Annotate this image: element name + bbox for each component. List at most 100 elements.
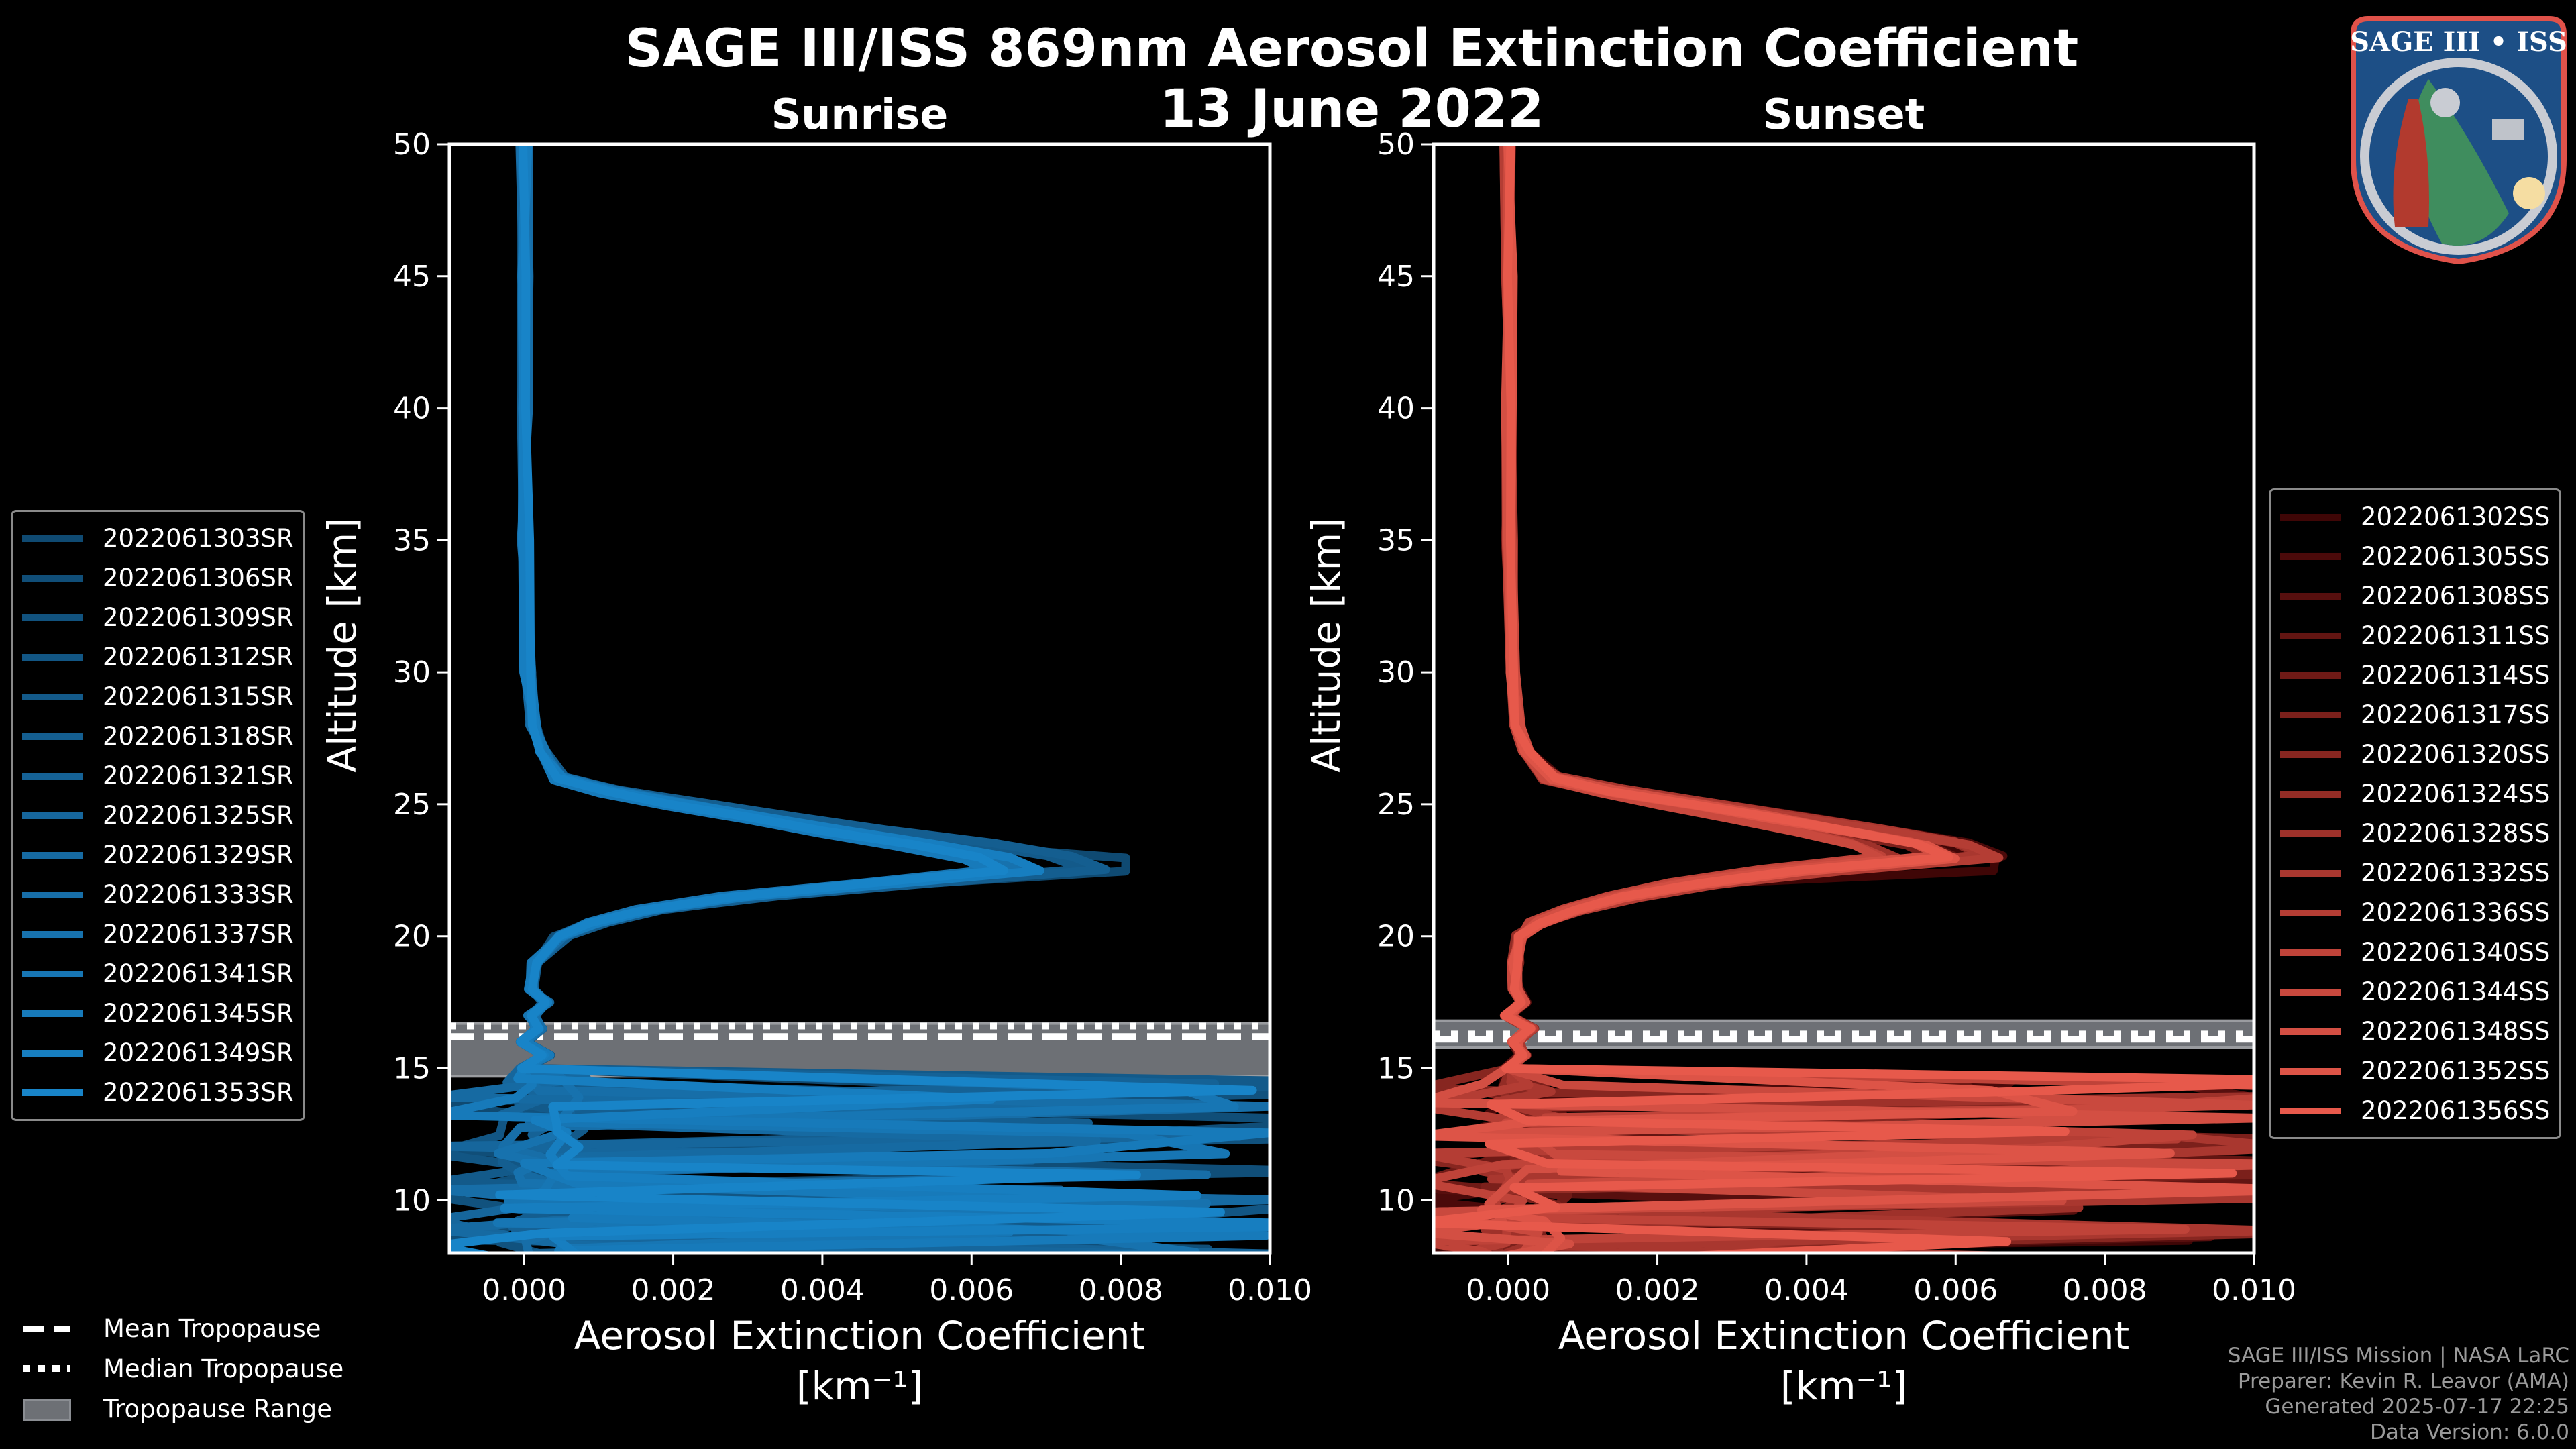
legend-label: 2022061349SR [103,1038,294,1067]
y-tick-label: 45 [1377,260,1415,294]
x-tick-label: 0.010 [2212,1273,2296,1307]
legend-item: 2022061337SR [22,914,294,954]
y-tick-label: 35 [1377,523,1415,557]
legend-item: 2022061324SS [2280,774,2550,814]
legend-line-swatch [2280,988,2341,996]
legend-label: 2022061329SR [103,841,294,869]
legend-line-swatch [22,1010,83,1017]
legend-item-tropopause-range: Tropopause Range [23,1389,343,1429]
x-tick-label: 0.002 [1615,1273,1700,1307]
sunrise-legend: 2022061303SR 2022061306SR 2022061309SR 2022… [11,510,305,1121]
sunset-data-area [1434,144,2254,1253]
legend-label: 2022061309SR [103,603,294,632]
legend-label: 2022061306SR [103,564,294,592]
legend-item: 2022061328SS [2280,814,2550,853]
legend-item: 2022061344SS [2280,972,2550,1012]
legend-label: 2022061308SS [2361,582,2551,610]
legend-line-swatch [22,851,83,859]
legend-item: 2022061348SS [2280,1012,2550,1051]
legend-line-swatch [2280,1028,2341,1035]
y-tick-label: 40 [1377,392,1415,426]
legend-label: 2022061318SR [103,722,294,751]
legend-label: 2022061348SS [2361,1017,2551,1046]
legend-line-swatch [2280,751,2341,758]
y-tick-label: 20 [393,920,431,954]
profile-line [449,144,1257,1253]
x-tick-label: 0.002 [631,1273,716,1307]
legend-line-swatch [22,574,83,582]
legend-label: 2022061337SR [103,920,294,949]
y-tick-label: 50 [1377,127,1415,162]
logo-ring-icon [2360,58,2557,255]
legend-label: 2022061315SR [103,682,294,711]
x-tick-label: 0.000 [482,1273,566,1307]
legend-line-swatch [2280,711,2341,718]
legend-line-swatch [2280,909,2341,916]
legend-label: 2022061312SR [103,643,294,672]
legend-label: 2022061345SR [103,999,294,1028]
legend-line-swatch [22,1049,83,1057]
legend-item: 2022061329SR [22,835,294,875]
x-tick-label: 0.010 [1228,1273,1312,1307]
sunrise-plot: 10 15 20 25 30 35 40 45 50 0.000 0.002 0.004 0.006 0.… [319,127,1312,1409]
legend-item: 2022061332SS [2280,853,2550,893]
legend-line-swatch [2280,513,2341,521]
sunrise-panel-title: Sunrise [771,90,949,139]
sunset-axes-frame [1432,142,2256,1255]
legend-label: 2022061352SS [2361,1057,2551,1085]
y-tick-label: 20 [1377,920,1415,954]
legend-line-swatch [22,930,83,938]
y-tick-label: 25 [1377,788,1415,822]
credit-mission: SAGE III/ISS Mission | NASA LaRC [2227,1344,2569,1368]
legend-item: 2022061311SS [2280,616,2550,655]
legend-label: 2022061336SS [2361,898,2551,927]
credit-generated: Generated 2025-07-17 22:25 [2265,1395,2569,1419]
range-band-icon [23,1398,83,1421]
y-tick-label: 15 [393,1052,431,1086]
legend-label: 2022061344SS [2361,977,2551,1006]
moon-icon [2430,88,2460,117]
legend-item: 2022061340SS [2280,932,2550,972]
y-tick-label: 10 [393,1183,431,1218]
legend-label: Tropopause Range [103,1394,333,1424]
chart-title: SAGE III/ISS 869nm Aerosol Extinction Co… [625,19,2079,79]
tropopause-range-band [1434,1019,2254,1049]
sage-iii-iss-mission-logo: SAGE III • ISS [2350,16,2567,265]
legend-item: 2022061333SR [22,875,294,914]
credit-preparer: Preparer: Kevin R. Leavor (AMA) [2237,1369,2569,1393]
legend-item: 2022061303SR [22,519,294,558]
legend-item: 2022061314SS [2280,655,2550,695]
legend-item: 2022061341SR [22,954,294,994]
legend-line-swatch [2280,830,2341,837]
credits: SAGE III/ISS Mission | NASA LaRC Prepare… [2228,1343,2569,1445]
dotted-line-icon [23,1358,83,1379]
iss-icon [2492,119,2524,140]
legend-line-swatch [22,535,83,542]
tropopause-legend: Mean Tropopause Median Tropopause Tropop… [23,1308,343,1429]
legend-line-swatch [22,1089,83,1096]
x-axis-units: [km⁻¹] [796,1363,923,1409]
legend-line-swatch [22,891,83,898]
y-tick-label: 35 [393,523,431,557]
y-axis-label: Altitude [km] [1303,517,1349,772]
y-tick-label: 30 [1377,655,1415,690]
legend-item: 2022061318SR [22,716,294,756]
profile-line [1434,144,2254,1253]
y-tick-label: 25 [393,788,431,822]
y-tick-label: 15 [1377,1052,1415,1086]
legend-line-swatch [22,693,83,700]
earth-icon [2411,79,2509,246]
legend-label: 2022061328SS [2361,819,2551,848]
legend-label: 2022061305SS [2361,542,2551,571]
legend-item: 2022061345SR [22,994,294,1033]
x-axis-label: Aerosol Extinction Coefficient [574,1313,1146,1358]
x-axis-units: [km⁻¹] [1780,1363,1907,1409]
legend-item: 2022061353SR [22,1073,294,1112]
legend-line-swatch [22,812,83,819]
legend-item-mean-tropopause: Mean Tropopause [23,1308,343,1348]
sunrise-data-area [449,144,1270,1253]
legend-label: 2022061302SS [2361,502,2551,531]
legend-item: 2022061308SS [2280,576,2550,616]
legend-item: 2022061320SS [2280,735,2550,774]
legend-line-swatch [2280,553,2341,560]
